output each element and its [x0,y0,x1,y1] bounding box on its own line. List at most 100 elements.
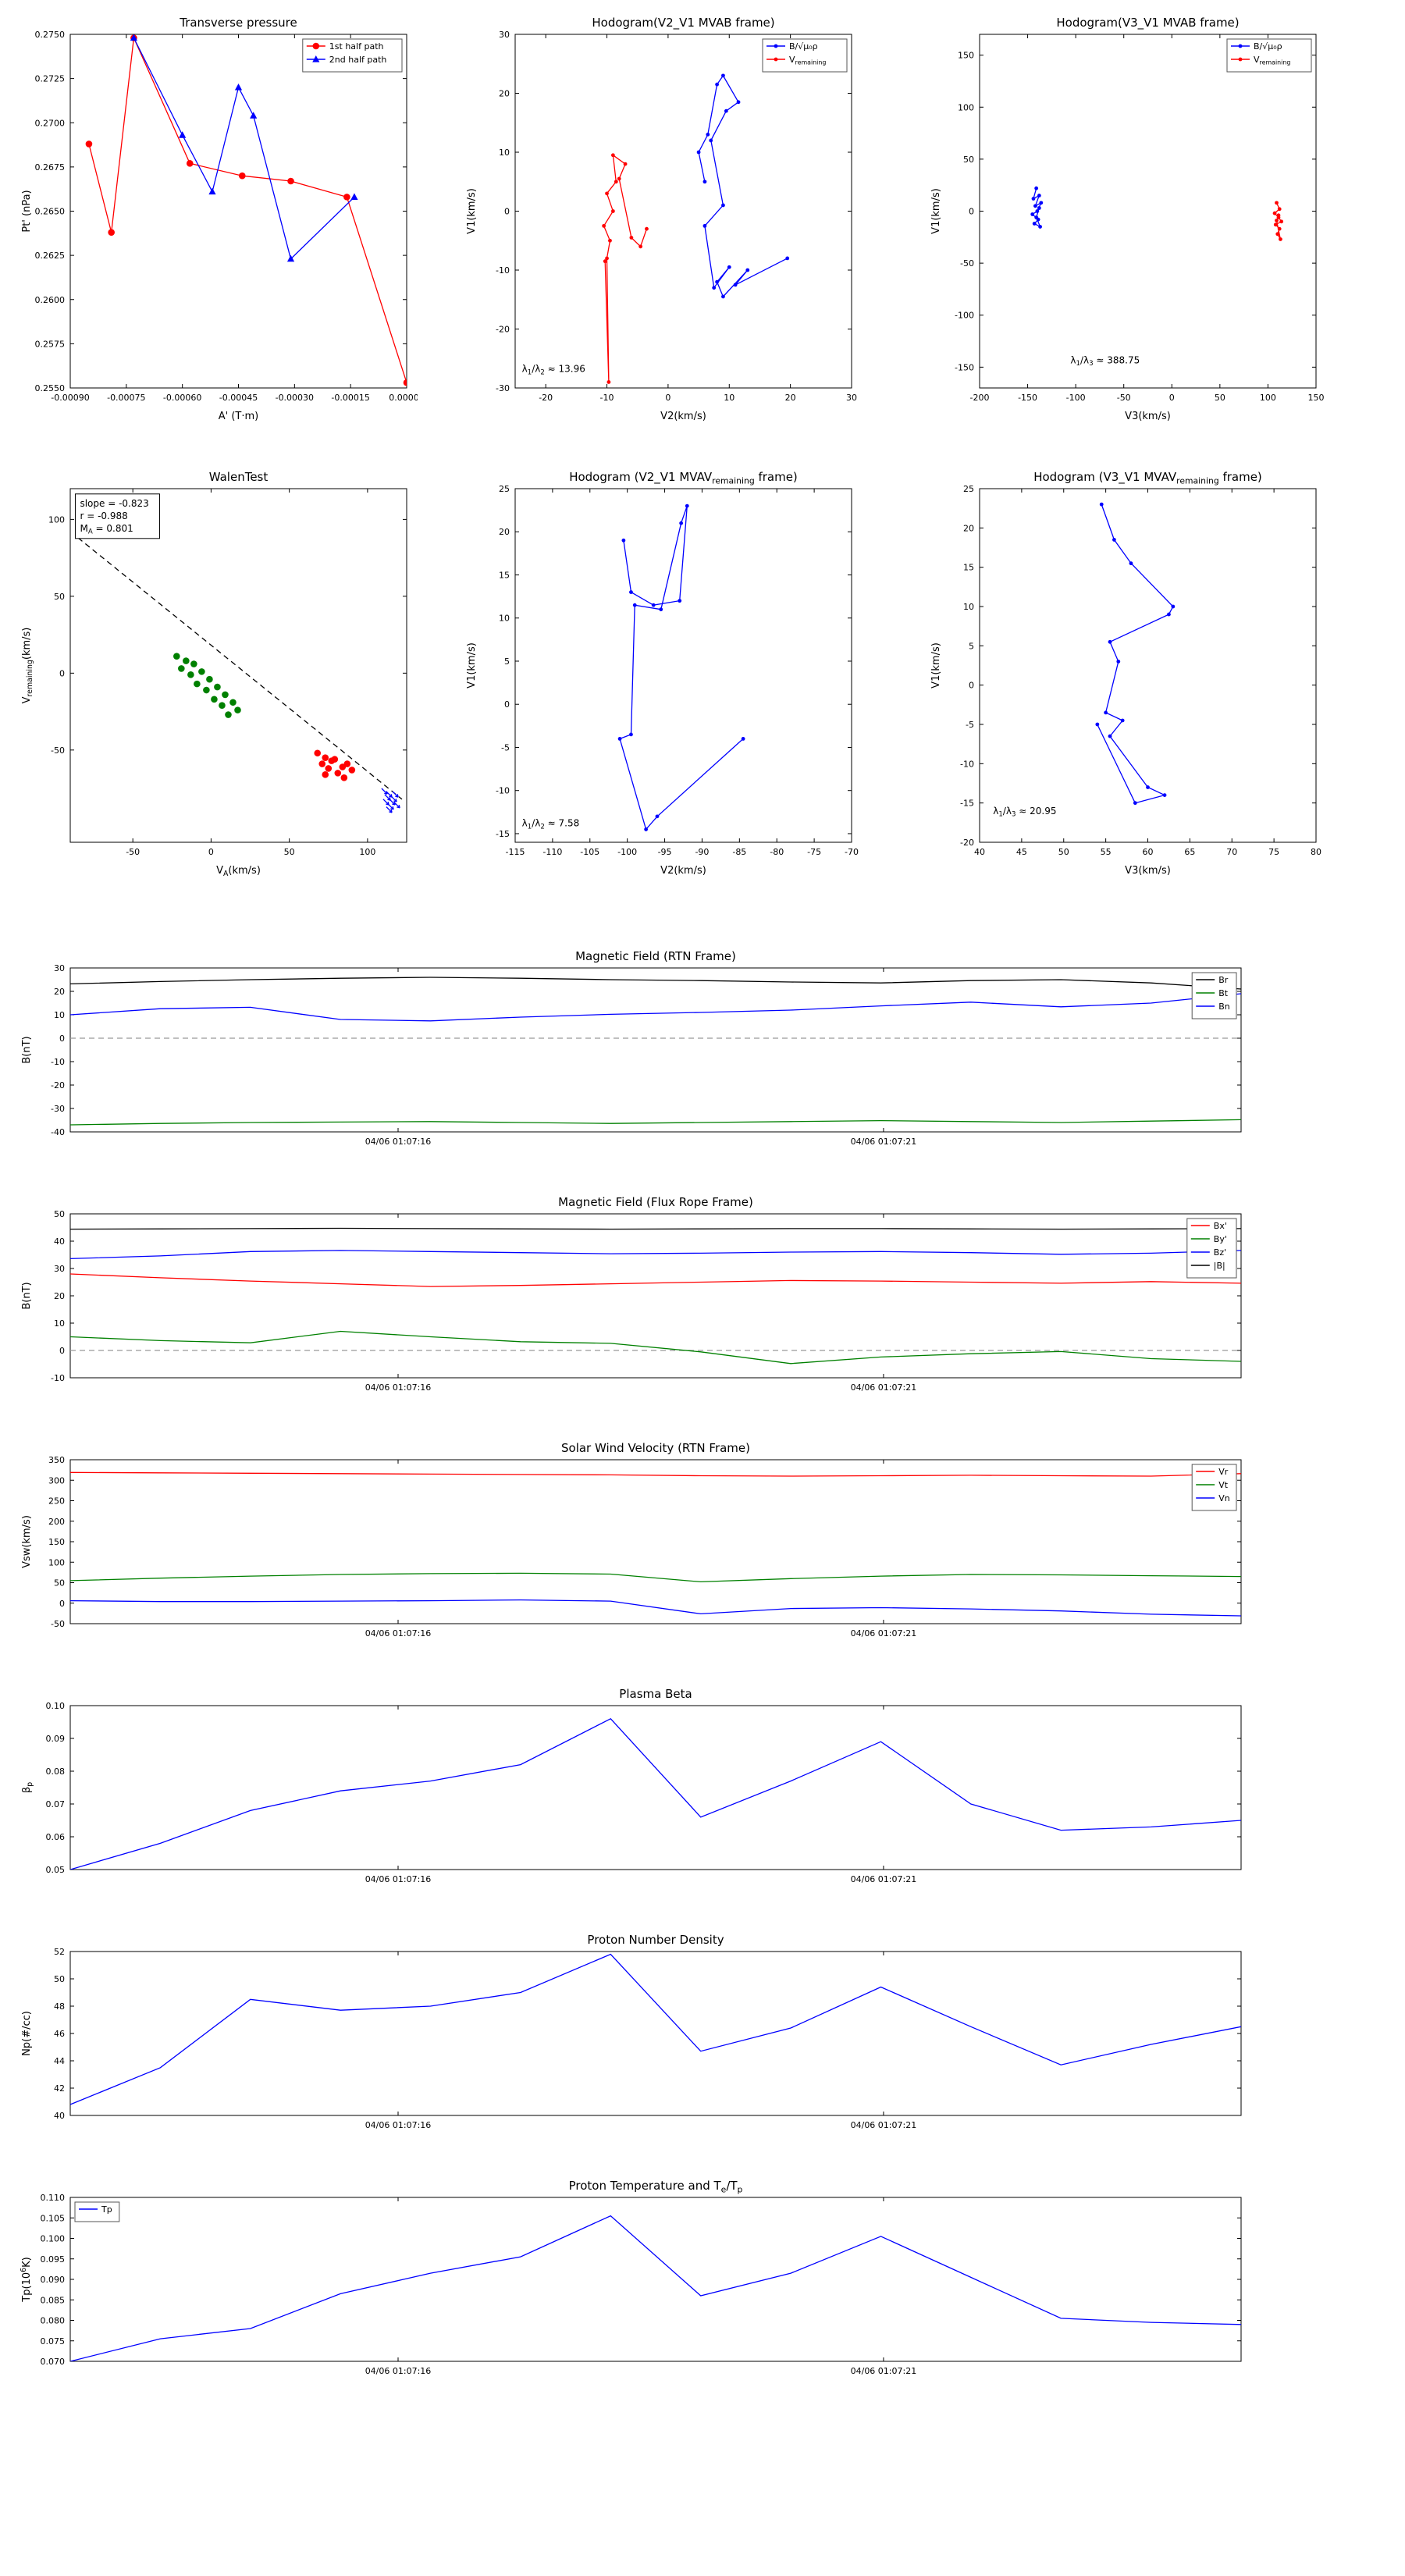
svg-text:10: 10 [963,602,974,612]
svg-text:04/06 01:07:21: 04/06 01:07:21 [851,2120,917,2130]
svg-text:-85: -85 [732,847,746,857]
svg-text:-0.00015: -0.00015 [331,393,369,403]
chart-solar-wind-velocity: Solar Wind Velocity (RTN Frame) 04/06 01:… [12,1438,1276,1651]
svg-text:350: 350 [48,1455,65,1465]
svg-text:-100: -100 [955,311,974,321]
svg-text:30: 30 [54,963,65,973]
svg-text:52: 52 [54,1947,65,1957]
chart-plasma-beta: Plasma Beta 04/06 01:07:16 04/06 01:07:21 0… [12,1684,1276,1897]
svg-text:0.06: 0.06 [46,1832,66,1842]
mag-fr-plot: Magnetic Field (Flux Rope Frame) 04/06 01… [21,1195,1242,1393]
svg-text:-20: -20 [496,325,510,335]
svg-text:50: 50 [1215,393,1225,403]
svg-text:-80: -80 [770,847,784,857]
svg-text:Plasma Beta: Plasma Beta [619,1687,692,1701]
svg-text:80: 80 [1311,847,1321,857]
hodogram-v2v1-mvab-plot: Hodogram(V2_V1 MVAB frame) -20 -10 0 10 20 30 -… [466,16,857,422]
svg-text:Tp: Tp [101,2204,112,2215]
svg-text:-50: -50 [51,1619,65,1629]
chart-proton-number-density: Proton Number Density 04/06 01:07:16 04/06… [12,1930,1276,2143]
svg-text:150: 150 [958,51,974,61]
svg-text:04/06 01:07:16: 04/06 01:07:16 [365,1137,432,1147]
svg-text:0.07: 0.07 [46,1799,66,1809]
svg-text:V3(km/s): V3(km/s) [1125,865,1171,877]
svg-text:-10: -10 [960,759,974,769]
svg-text:0.05: 0.05 [46,1865,66,1875]
svg-text:-70: -70 [845,847,859,857]
svg-text:-20: -20 [960,838,974,848]
svg-text:Vn: Vn [1218,1493,1230,1503]
svg-text:B(nT): B(nT) [21,1282,33,1309]
svg-text:42: 42 [54,2083,65,2094]
svg-text:V1(km/s): V1(km/s) [466,188,478,234]
transverse-pressure-plot: Transverse pressure -0.00090 -0.00075 -0.00… [21,16,425,422]
svg-text:1st half path: 1st half path [329,41,384,52]
svg-text:0.2575: 0.2575 [35,339,66,349]
walen-test-plot: WalenTest -50 0 50 100 -50 0 50 100 VA(km/s) Vrema… [21,470,407,878]
svg-text:Transverse pressure: Transverse pressure [179,16,297,30]
svg-text:25: 25 [499,484,510,494]
svg-text:-0.00090: -0.00090 [51,393,89,403]
svg-text:Hodogram (V3_V1 MVAVremaining: Hodogram (V3_V1 MVAVremaining frame) [1033,470,1262,486]
svg-text:-0.00075: -0.00075 [107,393,145,403]
svg-text:-95: -95 [658,847,672,857]
svg-text:|B|: |B| [1214,1261,1225,1271]
svg-text:-5: -5 [966,720,974,730]
svg-text:46: 46 [54,2029,65,2039]
svg-text:300: 300 [48,1475,65,1485]
svg-text:-15: -15 [496,829,510,839]
svg-text:-200: -200 [970,393,990,403]
chart-hodogram-v2v1-mvav: Hodogram (V2_V1 MVAVremaining frame) -115… [457,465,863,891]
svg-text:V1(km/s): V1(km/s) [930,188,942,234]
svg-text:150: 150 [1308,393,1325,403]
svg-text:Vr: Vr [1218,1467,1229,1477]
svg-text:r = -0.988: r = -0.988 [80,511,127,521]
svg-text:0: 0 [504,207,510,217]
svg-text:0.08: 0.08 [46,1767,66,1777]
svg-text:-90: -90 [695,847,709,857]
svg-text:0: 0 [59,1034,65,1044]
hodogram-v3v1-mvav-plot: Hodogram (V3_V1 MVAVremaining frame) 40 45… [930,470,1321,877]
svg-text:04/06 01:07:21: 04/06 01:07:21 [851,1137,917,1147]
svg-text:Proton Temperature and Te/Tp: Proton Temperature and Te/Tp [569,2179,743,2195]
svg-text:100: 100 [359,847,375,857]
svg-text:-20: -20 [51,1080,65,1091]
svg-text:25: 25 [963,484,974,494]
svg-text:0.070: 0.070 [41,2357,66,2367]
svg-text:0.075: 0.075 [41,2336,66,2347]
svg-text:0: 0 [969,681,974,691]
svg-text:slope = -0.823: slope = -0.823 [80,498,148,509]
svg-text:-10: -10 [51,1057,65,1067]
chart-proton-temperature: Proton Temperature and Te/Tp 04/06 01:07:… [12,2176,1276,2389]
chart-magnetic-field-flux-rope: Magnetic Field (Flux Rope Frame) 04/06 01… [12,1192,1276,1405]
svg-text:-100: -100 [1066,393,1086,403]
svg-text:0: 0 [59,668,65,678]
svg-text:Hodogram (V2_V1 MVAVremaining: Hodogram (V2_V1 MVAVremaining frame) [569,470,798,486]
svg-text:100: 100 [958,102,974,112]
svg-text:MA = 0.801: MA = 0.801 [80,523,133,536]
svg-text:10: 10 [724,393,735,403]
svg-text:Proton Number Density: Proton Number Density [587,1933,724,1947]
chart-transverse-pressure: Transverse pressure -0.00090 -0.00075 -0.00… [12,11,425,436]
svg-text:Pt' (nPa): Pt' (nPa) [21,190,33,232]
svg-text:-30: -30 [51,1104,65,1114]
svg-text:Br: Br [1218,975,1229,985]
svg-text:10: 10 [499,614,510,624]
chart-hodogram-v3v1-mvav: Hodogram (V3_V1 MVAVremaining frame) 40 45… [921,465,1327,891]
svg-text:40: 40 [54,2111,65,2121]
svg-text:0: 0 [504,699,510,710]
svg-text:0.2700: 0.2700 [35,118,66,128]
svg-text:75: 75 [1268,847,1279,857]
mag-rtn-plot: Magnetic Field (RTN Frame) 04/06 01:07:16… [21,949,1242,1147]
svg-text:5: 5 [504,656,510,667]
svg-text:λ1/λ3 ≈ 20.95: λ1/λ3 ≈ 20.95 [993,806,1056,819]
svg-text:Vsw(km/s): Vsw(km/s) [21,1515,33,1568]
svg-text:10: 10 [54,1318,65,1329]
chart-walen-test: WalenTest -50 0 50 100 -50 0 50 100 VA(km/s) Vrema… [12,465,418,891]
svg-text:30: 30 [499,30,510,40]
svg-text:50: 50 [54,1974,65,1984]
svg-text:B(nT): B(nT) [21,1036,33,1063]
svg-text:-115: -115 [506,847,525,857]
hodogram-v2v1-mvav-plot: Hodogram (V2_V1 MVAVremaining frame) -115… [466,470,859,877]
